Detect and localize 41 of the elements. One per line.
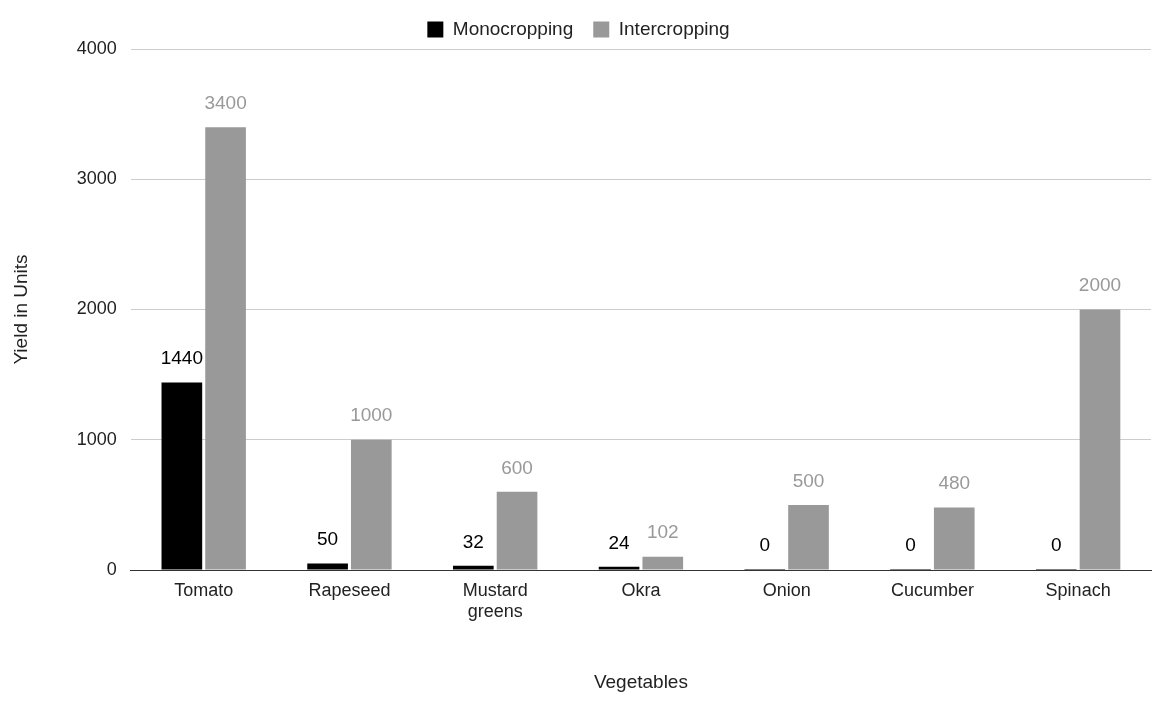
data-label: 32 — [462, 530, 484, 552]
bar — [933, 507, 975, 570]
bar — [161, 382, 203, 570]
y-axis-title: Yield in Units — [9, 254, 31, 365]
bar — [307, 563, 348, 570]
data-label: 102 — [646, 521, 679, 543]
y-tick-label: 0 — [106, 558, 117, 579]
data-label: 2000 — [1078, 274, 1122, 296]
y-tick-label: 1000 — [76, 428, 117, 449]
y-tick-label: 4000 — [76, 37, 117, 58]
x-tick-label: Okra — [621, 579, 662, 600]
data-label: 3400 — [204, 91, 247, 113]
y-tick-label: 2000 — [76, 298, 117, 319]
x-tick-label: Tomato — [174, 579, 234, 600]
data-label: 0 — [759, 533, 771, 555]
data-label: 600 — [501, 456, 533, 478]
data-label: 0 — [905, 533, 916, 555]
bar — [496, 491, 538, 570]
data-label: 1440 — [160, 347, 203, 369]
y-tick-label: 3000 — [76, 168, 117, 189]
bar — [452, 565, 494, 570]
x-tick-label: Mustard greens — [462, 579, 528, 622]
x-tick-label: Cucumber — [890, 579, 974, 600]
legend-label: Intercropping — [618, 17, 730, 39]
x-tick-label: Rapeseed — [308, 579, 391, 600]
bar — [350, 439, 392, 570]
legend-label: Monocropping — [452, 17, 574, 39]
data-label: 500 — [792, 469, 825, 491]
bar — [788, 504, 829, 570]
x-tick-label: Spinach — [1045, 579, 1111, 600]
bar — [205, 127, 246, 570]
bar — [598, 566, 640, 570]
data-label: 50 — [317, 528, 339, 550]
x-axis-title: Vegetables — [593, 670, 688, 692]
x-tick-label: Onion — [762, 579, 811, 600]
data-label: 24 — [608, 531, 631, 553]
data-label: 1000 — [350, 404, 393, 426]
data-label: 480 — [938, 472, 971, 494]
bar — [1079, 309, 1121, 570]
data-label: 0 — [1050, 533, 1062, 555]
bar — [642, 556, 684, 570]
